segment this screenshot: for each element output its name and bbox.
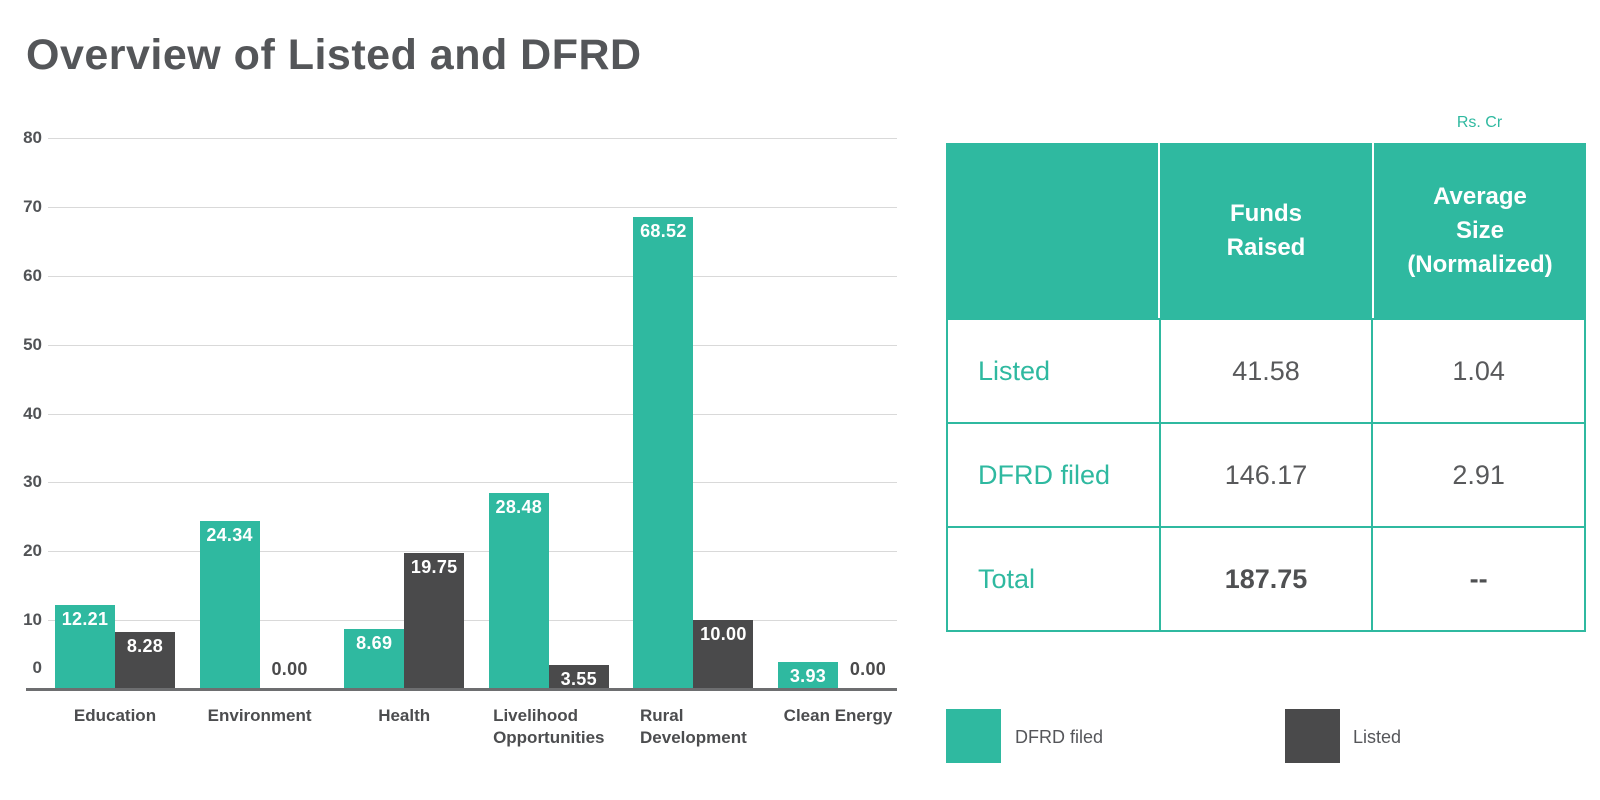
gridline-80 xyxy=(48,138,897,139)
category-label-text: Education xyxy=(73,706,157,725)
gridline-50 xyxy=(48,344,897,346)
gridline-30 xyxy=(48,482,897,484)
legend-swatch-listed xyxy=(1285,709,1340,763)
table-unit-note: Rs. Cr xyxy=(1456,114,1503,131)
cell-listed-avg: 1.04 xyxy=(1373,320,1584,422)
bar-value-label: 8.28 xyxy=(126,635,164,656)
y-axis-tick-label: 70 xyxy=(23,196,42,216)
y-axis-tick-label: 30 xyxy=(23,472,42,492)
bar-dfrd-filed: 68.52 xyxy=(633,217,694,689)
bar-dfrd-filed: 8.69 xyxy=(344,629,405,689)
bar-value-label: 12.21 xyxy=(61,608,109,629)
row-label-total: Total xyxy=(948,528,1159,630)
category-label-5: Clean Energy xyxy=(748,705,928,727)
category-label-0: Education xyxy=(25,705,205,727)
y-axis-tick-label: 60 xyxy=(23,265,42,285)
category-label-2: Health xyxy=(314,705,494,727)
bar-value-label: 24.34 xyxy=(206,525,253,546)
cell-dfrd-avg: 2.91 xyxy=(1373,424,1584,526)
bar-zero-value-label: 0.00 xyxy=(849,659,887,679)
category-label-text: Environment xyxy=(207,706,312,725)
category-label-text: Health xyxy=(378,706,431,725)
cell-total-funds: 187.75 xyxy=(1160,528,1372,630)
bar-value-label: 10.00 xyxy=(700,624,747,645)
legend-label-listed: Listed xyxy=(1353,727,1402,747)
bar-dfrd-filed: 3.93 xyxy=(778,661,838,689)
bar-chart: 12.21 8.28 Education 24.34 0.00 Environment 8.… xyxy=(26,138,897,747)
row-label-listed: Listed xyxy=(948,320,1159,422)
bar-listed: 10.00 xyxy=(693,620,754,689)
category-label-4: Rural Development xyxy=(603,705,783,749)
summary-table: Funds Raised Average Size (Normalized) L… xyxy=(946,143,1586,632)
bar-dfrd-filed: 28.48 xyxy=(488,492,549,689)
bar-listed: 3.55 xyxy=(548,664,609,689)
bar-listed: 8.28 xyxy=(115,631,175,689)
category-label-text: Livelihood Opportunities xyxy=(493,706,605,747)
bar-value-label: 19.75 xyxy=(410,556,458,577)
gridline-70 xyxy=(48,206,897,208)
y-axis-tick-label: 40 xyxy=(23,403,42,423)
bar-value-label: 8.69 xyxy=(356,633,393,654)
bar-zero-value-label: 0.00 xyxy=(271,659,308,679)
cell-dfrd-funds: 146.17 xyxy=(1160,424,1372,526)
y-axis-tick-label: 50 xyxy=(23,334,42,354)
category-label-1: Environment xyxy=(170,705,350,727)
x-axis-line xyxy=(26,688,897,691)
bar-dfrd-filed: 24.34 xyxy=(199,521,260,689)
bar-value-label: 3.55 xyxy=(560,668,597,689)
row-label-dfrd-filed: DFRD filed xyxy=(948,424,1159,526)
gridline-60 xyxy=(48,275,897,277)
gridline-20 xyxy=(48,551,897,553)
page-title: Overview of Listed and DFRD xyxy=(26,31,642,79)
bar-value-label: 28.48 xyxy=(495,496,543,517)
category-label-text: Rural Development xyxy=(640,706,747,747)
gridline-10 xyxy=(48,620,897,622)
y-axis-tick-label: 10 xyxy=(23,610,42,630)
table-header-average-size: Average Size (Normalized) xyxy=(1374,143,1586,318)
legend-swatch-dfrd-filed xyxy=(946,709,1001,763)
legend-label-dfrd-filed: DFRD filed xyxy=(1015,727,1104,747)
y-axis-tick-label: 0 xyxy=(32,658,42,677)
bar-value-label: 68.52 xyxy=(640,221,687,242)
category-label-text: Clean Energy xyxy=(783,706,893,725)
table-header-blank xyxy=(946,143,1158,318)
category-label-3: Livelihood Opportunities xyxy=(459,705,639,749)
table-body: Listed 41.58 1.04 DFRD filed 146.17 2.91… xyxy=(946,318,1586,632)
gridline-40 xyxy=(48,413,897,415)
bar-dfrd-filed: 12.21 xyxy=(55,604,115,689)
y-axis: 0 10 20 30 40 50 60 70 80 xyxy=(0,128,42,689)
cell-total-avg: -- xyxy=(1373,528,1584,630)
bar-value-label: 3.93 xyxy=(789,665,827,686)
y-axis-tick-label: 80 xyxy=(23,128,42,147)
table-header-row: Funds Raised Average Size (Normalized) xyxy=(946,143,1586,318)
cell-listed-funds: 41.58 xyxy=(1160,320,1372,422)
table-header-funds-raised: Funds Raised xyxy=(1160,143,1372,318)
y-axis-tick-label: 20 xyxy=(23,541,42,561)
bar-listed: 19.75 xyxy=(404,552,465,689)
